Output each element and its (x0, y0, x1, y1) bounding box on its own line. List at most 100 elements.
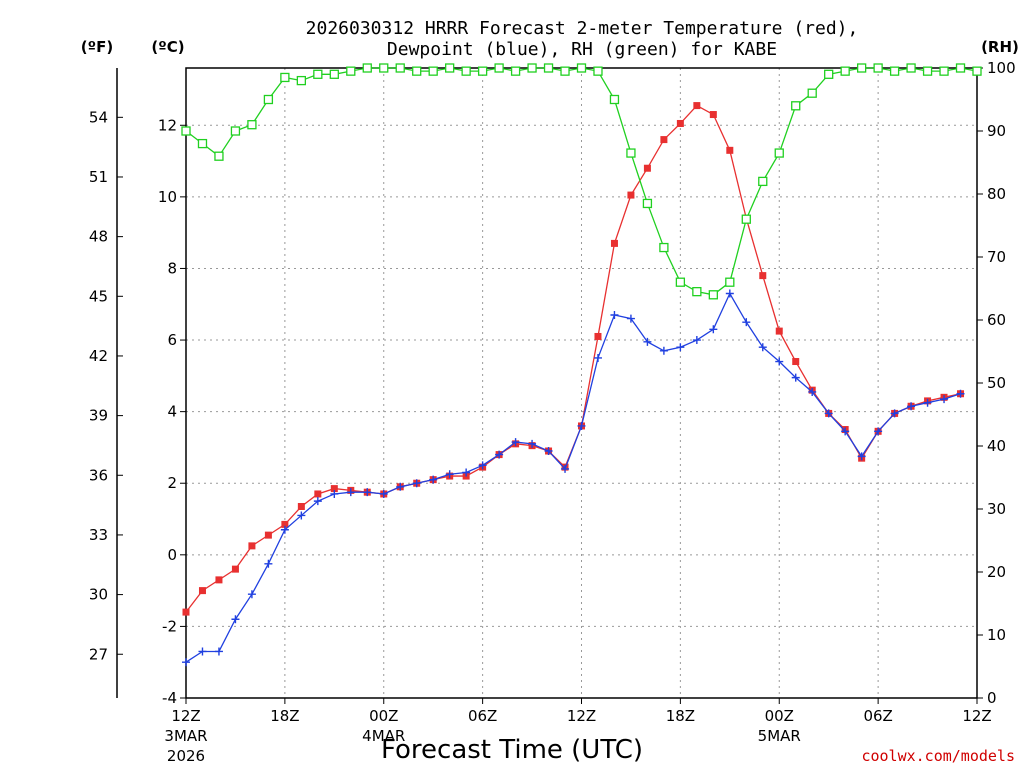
rh-point (494, 63, 504, 73)
dewpoint-point (330, 489, 339, 498)
x-tick-label: 12Z (567, 707, 596, 725)
rh-tick-label: 0 (987, 689, 997, 707)
x-year-label: 2026 (167, 747, 205, 765)
rh-point (280, 72, 290, 83)
fahrenheit-unit-label: (ºF) (81, 38, 113, 56)
rh-point (609, 94, 620, 105)
dewpoint-point (346, 488, 355, 497)
temperature-point (314, 490, 322, 498)
temperature-point (248, 542, 256, 550)
celsius-tick-label: -4 (162, 689, 177, 707)
dewpoint-point (923, 398, 932, 407)
rh-point (873, 63, 883, 73)
dewpoint-point (626, 314, 635, 323)
dewpoint-point (874, 427, 883, 436)
rh-point (626, 148, 636, 158)
celsius-tick-label: 2 (167, 474, 177, 492)
rh-series (181, 63, 982, 300)
rh-tick-label: 40 (987, 437, 1006, 455)
temperature-point (676, 119, 684, 127)
temperature-point (693, 102, 701, 110)
rh-point (428, 66, 438, 76)
dewpoint-point (198, 647, 207, 656)
dewpoint-point (857, 452, 866, 461)
fahrenheit-tick-label: 39 (89, 407, 108, 425)
dewpoint-point (528, 439, 537, 448)
dewpoint-point (577, 421, 586, 430)
celsius-tick-label: 10 (158, 188, 177, 206)
dewpoint-point (956, 389, 965, 398)
dewpoint-point (610, 310, 619, 319)
rh-tick-label: 30 (987, 500, 1006, 518)
rh-point (840, 66, 850, 76)
dewpoint-point (247, 590, 256, 599)
temperature-point (792, 358, 800, 366)
dewpoint-point (940, 395, 949, 404)
dewpoint-point (313, 497, 322, 506)
dewpoint-point (824, 409, 833, 418)
rh-point (708, 290, 718, 300)
temperature-point (231, 565, 239, 573)
dewpoint-point (363, 488, 372, 497)
rh-point (824, 69, 834, 79)
dewpoint-point (379, 489, 388, 498)
dewpoint-point (412, 479, 421, 488)
dewpoint-point (692, 336, 701, 345)
dewpoint-point (725, 289, 734, 298)
rh-point (939, 66, 949, 76)
rh-point (313, 69, 323, 79)
rh-point (758, 176, 768, 187)
temperature-point (660, 136, 668, 144)
series-layer (181, 63, 982, 667)
x-date-label: 5MAR (758, 727, 801, 745)
rh-tick-label: 100 (987, 59, 1016, 77)
rh-point (412, 66, 422, 76)
rh-point (774, 148, 784, 158)
rh-point (510, 66, 521, 76)
dewpoint-point (808, 387, 817, 396)
rh-point (346, 66, 356, 76)
credit-link[interactable]: coolwx.com/models (861, 747, 1015, 765)
dewpoint-point (445, 470, 454, 479)
rh-point (197, 138, 208, 149)
celsius-tick-label: 0 (167, 546, 177, 564)
dewpoint-point (643, 337, 652, 346)
rh-point (543, 63, 554, 73)
fahrenheit-tick-label: 54 (89, 108, 108, 126)
chart-title-line1: 2026030312 HRRR Forecast 2-meter Tempera… (306, 18, 859, 39)
rh-point (741, 214, 751, 224)
rh-point (461, 66, 471, 76)
dewpoint-point (462, 468, 471, 477)
dewpoint-point (561, 464, 570, 473)
dewpoint-point (544, 447, 553, 456)
rh-point (214, 151, 224, 161)
rh-point (560, 66, 570, 76)
dewpoint-point (231, 615, 240, 624)
rh-point (477, 66, 488, 76)
temperature-point (709, 111, 717, 119)
rh-point (972, 66, 982, 76)
celsius-unit-label: (ºC) (151, 38, 184, 56)
rh-point (296, 75, 307, 86)
dewpoint-point (758, 343, 767, 352)
temperature-point (759, 272, 767, 280)
rh-unit-label: (RH) (981, 38, 1019, 56)
rh-tick-label: 20 (987, 563, 1006, 581)
rh-point (329, 69, 339, 79)
x-tick-label: 00Z (765, 707, 794, 725)
rh-point (725, 277, 735, 287)
dewpoint-point (775, 357, 784, 366)
x-tick-label: 18Z (270, 707, 299, 725)
temperature-point (198, 587, 206, 595)
celsius-tick-label: 12 (158, 116, 177, 134)
x-tick-label: 12Z (171, 707, 200, 725)
rh-point (659, 242, 669, 253)
dewpoint-point (890, 409, 899, 418)
temperature-point (264, 531, 272, 539)
x-tick-label: 00Z (369, 707, 398, 725)
gridlines (186, 68, 977, 698)
fahrenheit-tick-label: 48 (89, 228, 108, 246)
celsius-tick-label: 6 (167, 331, 177, 349)
temperature-point (726, 146, 734, 154)
rh-point (527, 63, 537, 73)
